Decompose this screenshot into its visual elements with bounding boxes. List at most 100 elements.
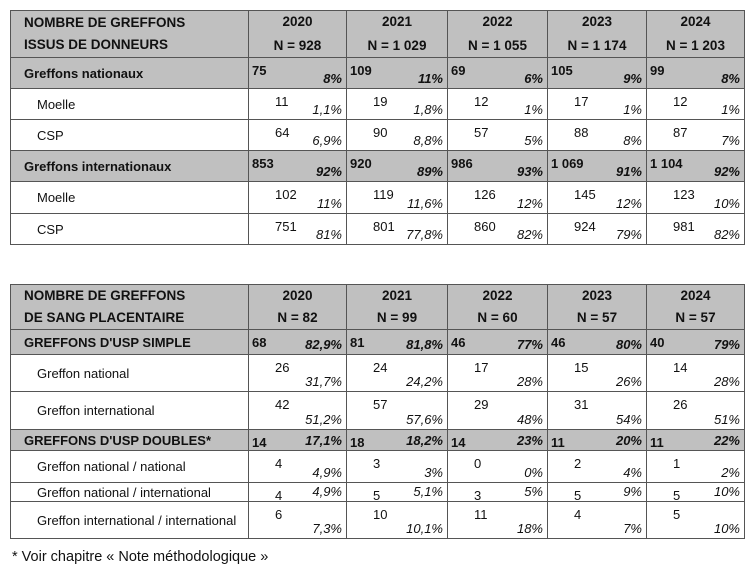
header-title: NOMBRE DE GREFFONS ISSUS DE DONNEURS	[11, 12, 248, 56]
count-value: 26	[673, 397, 688, 412]
count-value: 0	[474, 456, 482, 471]
data-cell: 88 8%	[547, 119, 647, 151]
data-cell: 5 10%	[646, 501, 745, 539]
year-label: 2021	[381, 14, 413, 29]
percent-value: 31,7%	[305, 374, 342, 389]
count-value: 46	[551, 335, 566, 350]
percent-value: 5%	[524, 484, 543, 499]
count-value: 12	[673, 94, 688, 109]
row-label: GREFFONS D'USP DOUBLES*	[10, 429, 249, 451]
data-cell: 11 20%	[547, 429, 647, 451]
data-cell: 18 18,2%	[346, 429, 448, 451]
data-cell: 986 93%	[447, 150, 548, 182]
percent-value: 57,6%	[406, 412, 443, 427]
data-cell: 26 31,7%	[248, 354, 347, 392]
count-value: 4	[275, 488, 283, 503]
year-count: N = 57	[576, 310, 618, 325]
section-row: Greffons internationaux 853 92% 920 89% 986 93…	[10, 150, 745, 182]
count-value: 5	[373, 488, 381, 503]
year-label: 2023	[581, 14, 613, 29]
year-count: N = 57	[675, 310, 716, 325]
count-value: 15	[574, 360, 589, 375]
count-value: 24	[373, 360, 388, 375]
year-label: 2020	[282, 14, 313, 29]
year-header-cell: 2022 N = 60	[447, 284, 548, 330]
data-cell: 3 5%	[447, 482, 548, 503]
data-cell: 14 28%	[646, 354, 745, 392]
table-row: CSP 64 6,9% 90 8,8% 57 5% 88 8% 87 7%	[10, 119, 745, 151]
data-cell: 4 4,9%	[248, 450, 347, 483]
year-header-cell: 2023 N = 1 174	[547, 10, 647, 58]
percent-value: 8%	[721, 71, 740, 86]
data-cell: 17 1%	[547, 88, 647, 120]
percent-value: 28%	[516, 374, 543, 389]
count-value: 126	[474, 187, 496, 202]
row-label: Greffon national / national	[10, 450, 249, 483]
percent-value: 12%	[615, 196, 642, 211]
percent-value: 77%	[516, 337, 543, 352]
count-value: 10	[373, 507, 388, 522]
count-value: 109	[350, 63, 372, 78]
data-cell: 81 81,8%	[346, 329, 448, 355]
data-cell: 87 7%	[646, 119, 745, 151]
count-value: 102	[275, 187, 297, 202]
year-count: N = 1 174	[567, 38, 627, 53]
data-cell: 123 10%	[646, 181, 745, 214]
data-cell: 5 9%	[547, 482, 647, 503]
header-title-line: DE SANG PLACENTAIRE	[24, 310, 185, 325]
data-cell: 14 23%	[447, 429, 548, 451]
percent-value: 92%	[315, 164, 342, 179]
count-value: 119	[373, 187, 394, 202]
percent-value: 10%	[713, 196, 740, 211]
data-cell: 105 9%	[547, 57, 647, 89]
count-value: 17	[574, 94, 589, 109]
year-header-cell: 2021 N = 1 029	[346, 10, 448, 58]
count-value: 3	[474, 488, 482, 503]
count-value: 68	[252, 335, 267, 350]
percent-value: 28%	[713, 374, 740, 389]
percent-value: 12%	[516, 196, 543, 211]
percent-value: 9%	[623, 484, 642, 499]
count-value: 801	[373, 219, 395, 234]
data-cell: 126 12%	[447, 181, 548, 214]
row-label: GREFFONS D'USP SIMPLE	[10, 329, 249, 355]
count-value: 40	[650, 335, 665, 350]
percent-value: 79%	[615, 227, 642, 242]
count-value: 14	[252, 435, 267, 450]
count-value: 42	[275, 397, 290, 412]
data-cell: 10 10,1%	[346, 501, 448, 539]
data-cell: 15 26%	[547, 354, 647, 392]
count-value: 920	[350, 156, 372, 171]
percent-value: 6,9%	[312, 133, 342, 148]
percent-value: 26%	[615, 374, 642, 389]
data-cell: 981 82%	[646, 213, 745, 245]
year-label: 2023	[581, 288, 613, 303]
section-row: Greffons nationaux 75 8% 109 11% 69 6% 105 9% 99 8…	[10, 57, 745, 89]
data-cell: 26 51%	[646, 391, 745, 430]
data-cell: 24 24,2%	[346, 354, 448, 392]
header-title-line: NOMBRE DE GREFFONS	[24, 288, 186, 303]
data-cell: 145 12%	[547, 181, 647, 214]
data-cell: 69 6%	[447, 57, 548, 89]
percent-value: 7%	[721, 133, 740, 148]
data-cell: 11 22%	[646, 429, 745, 451]
count-value: 17	[474, 360, 489, 375]
count-value: 1 069	[551, 156, 584, 171]
data-cell: 751 81%	[248, 213, 347, 245]
data-cell: 68 82,9%	[248, 329, 347, 355]
year-count: N = 99	[376, 310, 418, 325]
header-title-cell: NOMBRE DE GREFFONS DE SANG PLACENTAIRE	[10, 284, 249, 330]
data-cell: 3 3%	[346, 450, 448, 483]
row-label: CSP	[10, 119, 249, 151]
percent-value: 4%	[623, 465, 642, 480]
data-cell: 46 77%	[447, 329, 548, 355]
percent-value: 11,6%	[407, 196, 443, 211]
count-value: 3	[373, 456, 381, 471]
count-value: 145	[574, 187, 596, 202]
data-cell: 0 0%	[447, 450, 548, 483]
percent-value: 17,1%	[305, 433, 342, 448]
percent-value: 11%	[316, 196, 342, 211]
table-row: Moelle 102 11% 119 11,6% 126 12% 145 12% 123 10%	[10, 181, 745, 214]
percent-value: 11%	[417, 71, 443, 86]
percent-value: 54%	[615, 412, 642, 427]
